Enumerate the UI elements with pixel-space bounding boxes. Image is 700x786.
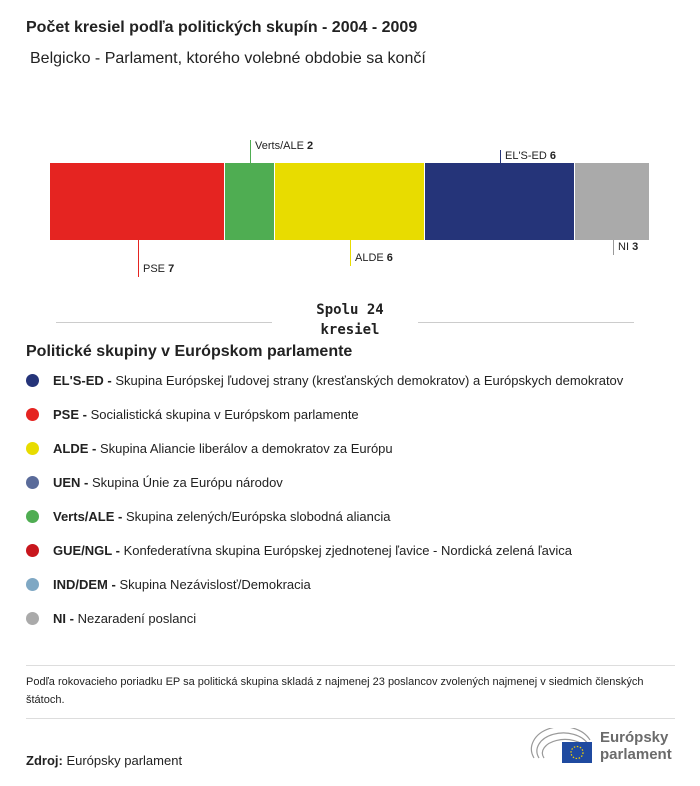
ep-logo: Európsky parlament bbox=[530, 728, 672, 764]
source: Zdroj: Európsky parlament bbox=[26, 753, 182, 768]
leader-line bbox=[138, 240, 139, 277]
data-label-value: 2 bbox=[306, 140, 314, 152]
legend-abbr: EL'S-ED - bbox=[53, 373, 112, 388]
legend-abbr: NI - bbox=[53, 611, 74, 626]
legend-item: IND/DEM - Skupina Nezávislosť/Demokracia bbox=[26, 577, 311, 592]
logo-line1: Európsky bbox=[600, 729, 669, 746]
bar-segment-ni bbox=[575, 163, 650, 240]
data-label-value: 6 bbox=[549, 150, 557, 162]
data-label-name: PSE bbox=[143, 263, 169, 275]
legend-dot-icon bbox=[26, 374, 39, 387]
legend-abbr: Verts/ALE - bbox=[53, 509, 123, 524]
legend-dot-icon bbox=[26, 612, 39, 625]
legend-abbr: GUE/NGL - bbox=[53, 543, 120, 558]
leader-line bbox=[613, 240, 614, 255]
chart-subtitle: Belgicko - Parlament, ktorého volebné ob… bbox=[30, 50, 426, 67]
bar-segment-pse bbox=[50, 163, 225, 240]
eu-flag-icon bbox=[562, 742, 592, 763]
legend-dot-icon bbox=[26, 476, 39, 489]
source-label: Zdroj: bbox=[26, 753, 63, 768]
legend-abbr: ALDE - bbox=[53, 441, 97, 456]
leader-line bbox=[250, 140, 251, 163]
legend-desc: Socialistická skupina v Európskom parlam… bbox=[90, 407, 359, 422]
data-label-name: EL'S-ED bbox=[505, 150, 550, 162]
chart-title: Počet kresiel podľa politických skupín -… bbox=[26, 19, 418, 36]
legend-item: ALDE - Skupina Aliancie liberálov a demo… bbox=[26, 441, 393, 456]
legend-item: NI - Nezaradení poslanci bbox=[26, 611, 196, 626]
data-label: ALDE 6 bbox=[355, 252, 393, 264]
data-label-value: 6 bbox=[386, 252, 393, 264]
legend-dot-icon bbox=[26, 442, 39, 455]
divider bbox=[56, 322, 272, 323]
legend-desc: Skupina Európskej ľudovej strany (kresťa… bbox=[115, 373, 624, 388]
legend-item: EL'S-ED - Skupina Európskej ľudovej stra… bbox=[26, 373, 623, 388]
leader-line bbox=[350, 240, 351, 266]
bar-segment-alde bbox=[275, 163, 425, 240]
data-label: PSE 7 bbox=[143, 263, 174, 275]
legend-dot-icon bbox=[26, 408, 39, 421]
legend-item: PSE - Socialistická skupina v Európskom … bbox=[26, 407, 359, 422]
legend-dot-icon bbox=[26, 510, 39, 523]
legend-desc: Nezaradení poslanci bbox=[77, 611, 197, 626]
total-seats-label: Spolu 24 kresiel bbox=[316, 302, 384, 338]
data-label-name: ALDE bbox=[355, 252, 387, 264]
legend-desc: Skupina Aliancie liberálov a demokratov … bbox=[99, 441, 393, 456]
legend-title: Politické skupiny v Európskom parlamente bbox=[26, 343, 353, 360]
bar-segment-vertsale bbox=[225, 163, 275, 240]
logo-line2: parlament bbox=[600, 746, 672, 763]
data-label: NI 3 bbox=[618, 241, 638, 253]
legend-desc: Skupina Únie za Európu národov bbox=[92, 475, 283, 490]
legend-abbr: IND/DEM - bbox=[53, 577, 116, 592]
footnote: Podľa rokovacieho poriadku EP sa politic… bbox=[26, 676, 644, 706]
legend-desc: Konfederatívna skupina Európskej zjednot… bbox=[123, 543, 572, 558]
legend-item: Verts/ALE - Skupina zelených/Európska sl… bbox=[26, 509, 391, 524]
data-label-name: Verts/ALE bbox=[255, 140, 307, 152]
parliament-hemicycle-icon bbox=[530, 728, 592, 763]
legend-dot-icon bbox=[26, 578, 39, 591]
legend-item: UEN - Skupina Únie za Európu národov bbox=[26, 475, 283, 490]
divider bbox=[26, 718, 675, 719]
bar-segment-elsed bbox=[425, 163, 575, 240]
legend-abbr: UEN - bbox=[53, 475, 89, 490]
legend-desc: Skupina Nezávislosť/Demokracia bbox=[119, 577, 311, 592]
source-value: Európsky parlament bbox=[66, 753, 183, 768]
leader-line bbox=[500, 150, 501, 163]
divider bbox=[26, 665, 675, 666]
data-label-value: 7 bbox=[168, 263, 175, 275]
divider bbox=[418, 322, 634, 323]
legend-item: GUE/NGL - Konfederatívna skupina Európsk… bbox=[26, 543, 572, 558]
data-label: Verts/ALE 2 bbox=[255, 140, 313, 152]
data-label-name: NI bbox=[618, 241, 633, 253]
data-label: EL'S-ED 6 bbox=[505, 150, 556, 162]
legend-desc: Skupina zelených/Európska slobodná alian… bbox=[125, 509, 391, 524]
legend-dot-icon bbox=[26, 544, 39, 557]
legend-abbr: PSE - bbox=[53, 407, 87, 422]
data-label-value: 3 bbox=[632, 241, 639, 253]
